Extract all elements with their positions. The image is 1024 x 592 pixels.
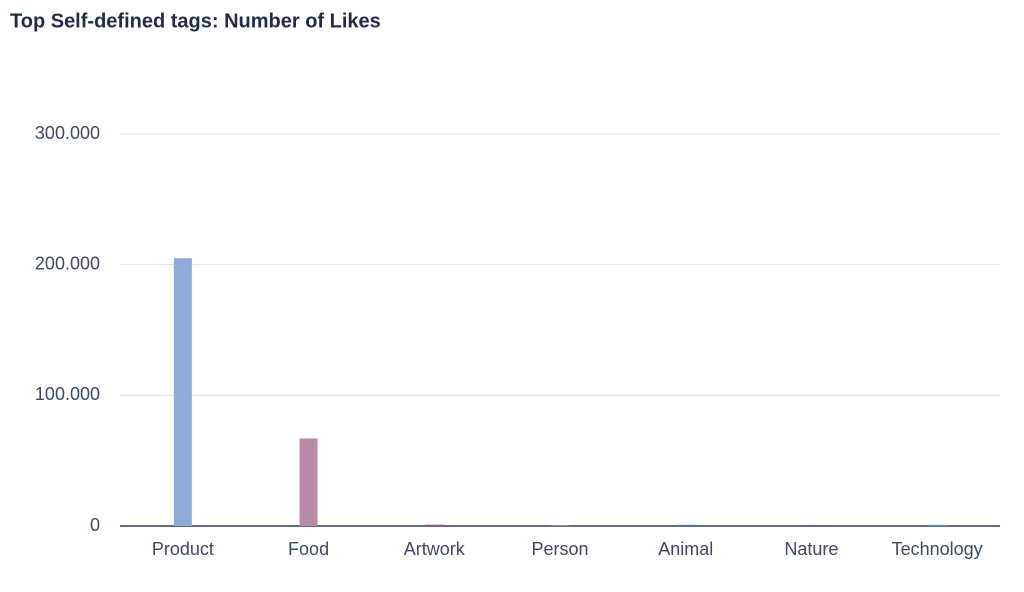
bar	[300, 438, 318, 526]
x-tick-label: Food	[288, 539, 329, 559]
bar	[677, 525, 695, 526]
chart-title: Top Self-defined tags: Number of Likes	[10, 10, 381, 32]
x-tick-label: Animal	[658, 539, 713, 559]
bar	[174, 258, 192, 526]
bar	[425, 525, 443, 526]
x-tick-label: Nature	[784, 539, 838, 559]
x-tick-label: Product	[152, 539, 214, 559]
bar	[928, 525, 946, 526]
y-tick-label: 200.000	[35, 253, 100, 273]
y-tick-label: 100.000	[35, 384, 100, 404]
x-tick-label: Person	[531, 539, 588, 559]
x-tick-label: Artwork	[404, 539, 466, 559]
y-tick-label: 300.000	[35, 123, 100, 143]
y-tick-label: 0	[90, 515, 100, 535]
bar	[802, 525, 820, 526]
x-tick-label: Technology	[892, 539, 983, 559]
